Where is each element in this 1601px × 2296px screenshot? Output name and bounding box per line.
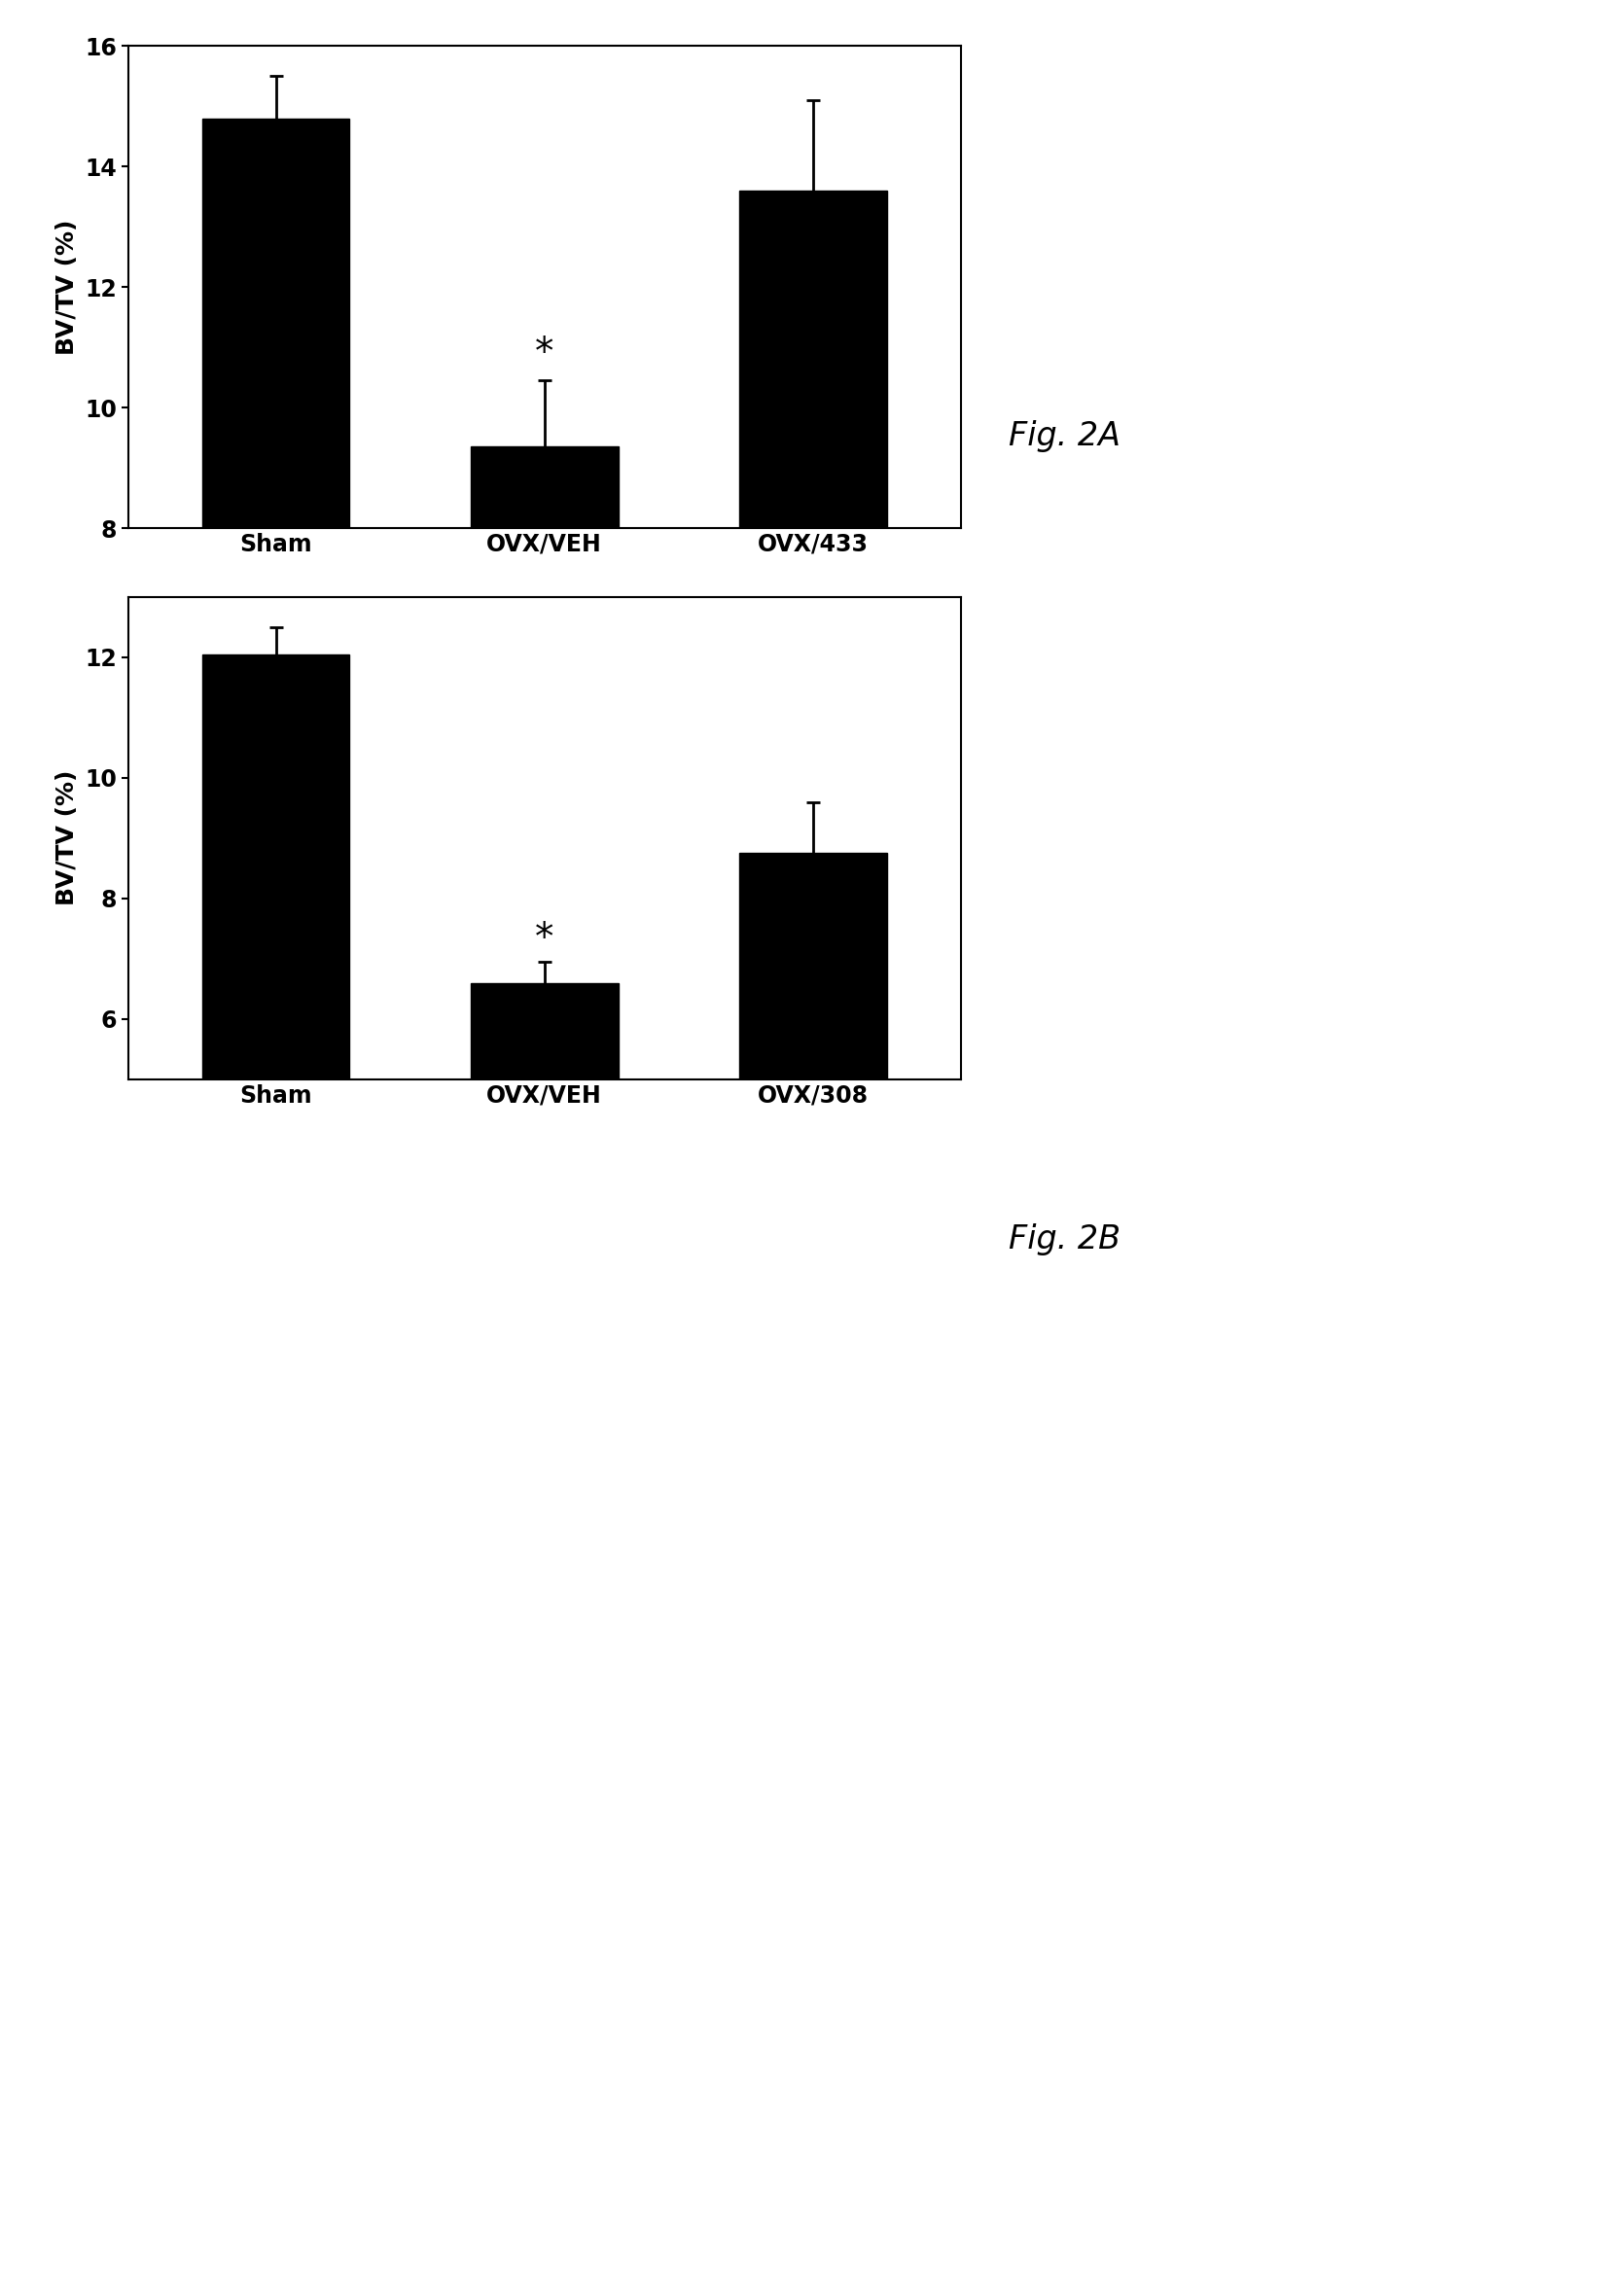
Bar xyxy=(202,119,349,1010)
Text: *: * xyxy=(535,335,554,372)
Y-axis label: BV/TV (%): BV/TV (%) xyxy=(56,769,78,907)
Bar xyxy=(740,854,887,1380)
Bar xyxy=(202,654,349,1380)
Bar xyxy=(740,191,887,1010)
Text: Fig. 2B: Fig. 2B xyxy=(1009,1224,1121,1256)
Y-axis label: BV/TV (%): BV/TV (%) xyxy=(56,218,78,356)
Text: Fig. 2A: Fig. 2A xyxy=(1009,420,1121,452)
Bar xyxy=(471,983,618,1380)
Bar xyxy=(471,448,618,1010)
Text: *: * xyxy=(535,921,554,957)
